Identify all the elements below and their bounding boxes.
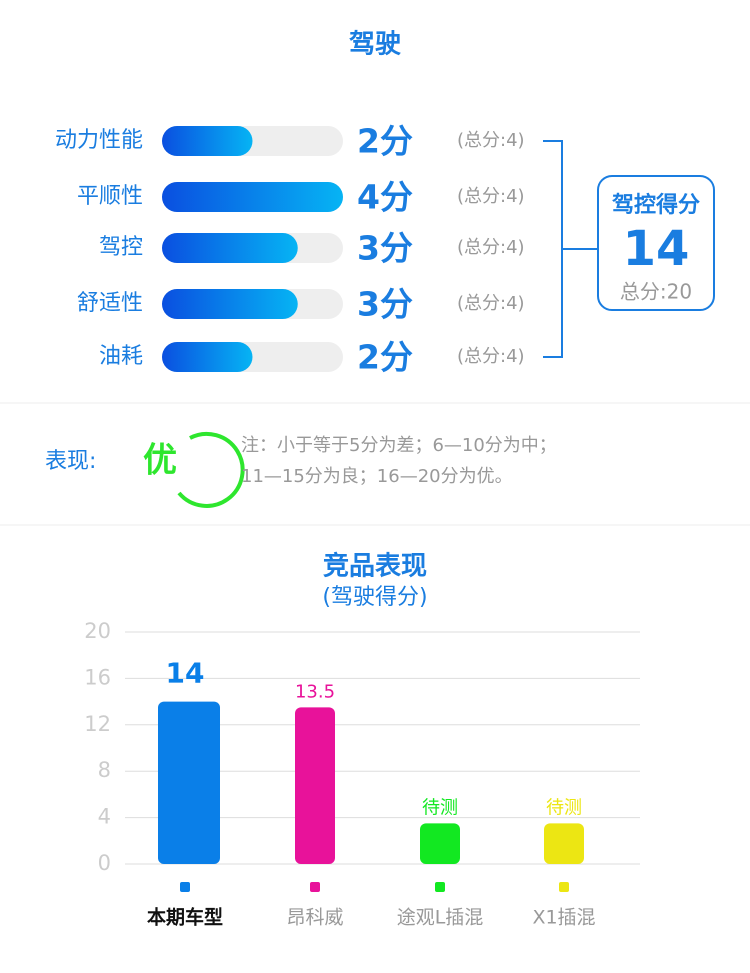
performance-label: 表现: [45, 449, 96, 474]
row-label: 舒适性 [77, 291, 143, 316]
y-tick-label: 8 [98, 758, 111, 782]
x-tick-label: X1插混 [532, 907, 595, 929]
score-bar [162, 182, 343, 212]
legend-dot [180, 882, 190, 892]
section-title: 驾驶 [349, 30, 401, 60]
y-tick-label: 4 [98, 805, 111, 829]
legend-dot [559, 882, 569, 892]
summary-score: 14 [623, 221, 690, 277]
row-label: 驾控 [99, 235, 143, 260]
score: 4分 [357, 178, 413, 217]
bar [295, 707, 335, 864]
total: (总分:4) [457, 130, 525, 151]
y-tick-label: 16 [84, 665, 111, 689]
row-label: 动力性能 [55, 128, 143, 153]
score: 3分 [357, 285, 413, 324]
chart-title: 竞品表现 [323, 551, 427, 582]
total: (总分:4) [457, 346, 525, 367]
total: (总分:4) [457, 237, 525, 258]
value-label: 待测 [546, 797, 582, 818]
bar [544, 823, 584, 864]
score-bar [162, 126, 253, 156]
bar [158, 701, 220, 864]
row-label: 油耗 [99, 344, 143, 369]
x-tick-label: 本期车型 [147, 906, 223, 929]
bracket [543, 140, 715, 358]
score-bar [162, 233, 298, 263]
score: 2分 [357, 338, 413, 377]
y-tick-label: 20 [84, 619, 111, 643]
value-label: 13.5 [295, 681, 335, 702]
score: 3分 [357, 229, 413, 268]
note: 11—15分为良；16—20分为优。 [241, 466, 513, 487]
x-tick-label: 昂科威 [286, 907, 343, 929]
summary-title: 驾控得分 [612, 192, 700, 218]
y-tick-label: 0 [98, 851, 111, 875]
chart-subtitle: (驾驶得分) [322, 585, 427, 610]
total: (总分:4) [457, 186, 525, 207]
note: 注：小于等于5分为差；6—10分为中； [241, 435, 557, 456]
score-bar [162, 342, 253, 372]
x-tick-label: 途观L插混 [397, 907, 484, 929]
summary-total: 总分:20 [620, 280, 692, 304]
score: 2分 [357, 122, 413, 161]
row-label: 平顺性 [77, 184, 143, 209]
value-label: 14 [166, 657, 205, 690]
bar [420, 823, 460, 864]
grade-ring [177, 432, 245, 508]
y-tick-label: 12 [84, 712, 111, 736]
score-bar [162, 289, 298, 319]
legend-dot [435, 882, 445, 892]
grade: 优 [143, 441, 177, 481]
legend-dot [310, 882, 320, 892]
total: (总分:4) [457, 293, 525, 314]
value-label: 待测 [422, 797, 458, 818]
